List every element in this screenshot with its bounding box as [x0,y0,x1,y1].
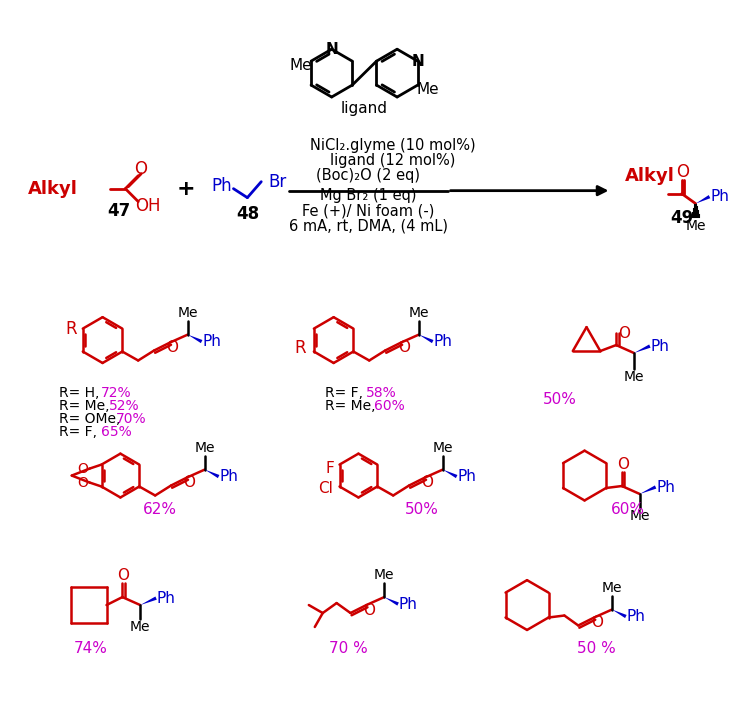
Text: Me: Me [602,580,622,595]
Polygon shape [695,195,710,204]
Polygon shape [443,469,458,478]
Text: Me: Me [685,219,706,232]
Text: Me: Me [374,568,395,582]
Polygon shape [419,334,433,343]
Text: 70 %: 70 % [329,641,368,656]
Text: NiCl₂.glyme (10 mol%): NiCl₂.glyme (10 mol%) [310,139,476,153]
Text: Me: Me [624,370,644,384]
Text: Me: Me [130,620,151,634]
Text: O: O [617,456,629,471]
Text: R= F,: R= F, [325,386,363,400]
Text: O: O [618,326,630,341]
Text: 52%: 52% [108,399,139,413]
Text: Alkyl: Alkyl [625,167,675,185]
Text: 47: 47 [107,201,130,219]
Text: Mg Br₂ (1 eq): Mg Br₂ (1 eq) [320,188,417,203]
Text: Me: Me [433,440,453,455]
Text: Ph: Ph [219,469,238,484]
Text: 60%: 60% [611,502,645,517]
Text: Br: Br [268,173,286,191]
Text: ligand: ligand [341,102,388,116]
Text: Me: Me [630,509,650,523]
Text: Ph: Ph [710,189,729,204]
Text: Me: Me [290,58,313,73]
Text: Ph: Ph [650,339,669,354]
Text: Me: Me [408,305,429,320]
Text: O: O [167,340,179,355]
Polygon shape [640,485,657,494]
Text: Ph: Ph [157,591,176,606]
Text: O: O [591,615,602,630]
Text: N: N [411,53,424,69]
Text: 58%: 58% [366,386,397,400]
Text: Fe (+)/ Ni foam (-): Fe (+)/ Ni foam (-) [302,203,435,218]
Text: 48: 48 [236,204,259,222]
Text: ligand (12 mol%): ligand (12 mol%) [330,153,456,168]
Text: O: O [184,475,195,490]
Text: N: N [325,42,338,57]
Text: O: O [77,461,88,476]
Text: O: O [117,567,130,583]
Text: Me: Me [417,82,439,97]
Text: 60%: 60% [374,399,405,413]
Text: 70%: 70% [116,412,146,426]
Text: R= OMe,: R= OMe, [59,412,120,426]
Text: OH: OH [135,196,161,214]
Text: R= H,: R= H, [59,386,100,400]
Polygon shape [384,597,399,606]
Text: 50%: 50% [405,502,439,517]
Polygon shape [188,334,203,343]
Text: F: F [325,461,334,476]
Text: Ph: Ph [458,469,476,484]
Text: 50%: 50% [543,392,577,407]
Polygon shape [205,469,220,478]
Text: 65%: 65% [100,425,131,439]
Text: 50 %: 50 % [577,641,616,656]
Text: O: O [77,476,88,490]
Polygon shape [634,344,651,353]
Text: R= Me,: R= Me, [325,399,376,413]
Text: 49: 49 [670,209,693,227]
Text: R= F,: R= F, [59,425,97,439]
Text: R: R [65,320,77,338]
Text: Me: Me [178,305,198,320]
Text: O: O [134,160,146,178]
Text: Ph: Ph [202,334,221,349]
Text: Alkyl: Alkyl [28,180,78,198]
Text: Cl: Cl [318,481,333,496]
Text: Ph: Ph [627,609,645,624]
Polygon shape [612,609,627,618]
Text: Ph: Ph [212,177,232,195]
Text: 72%: 72% [100,386,131,400]
Text: Ph: Ph [433,334,452,349]
Text: O: O [676,162,690,180]
Text: O: O [363,603,375,618]
Text: R: R [294,339,306,357]
Text: R= Me,: R= Me, [59,399,109,413]
Text: Me: Me [195,440,215,455]
Text: Ph: Ph [656,479,675,495]
Text: Ph: Ph [399,596,417,612]
Text: O: O [397,340,410,355]
Text: 74%: 74% [74,641,108,656]
Text: +: + [176,178,195,199]
Polygon shape [141,596,157,605]
Text: (Boc)₂O (2 eq): (Boc)₂O (2 eq) [316,168,420,183]
Text: O: O [422,475,433,490]
Text: 62%: 62% [143,502,177,517]
Text: 6 mA, rt, DMA, (4 mL): 6 mA, rt, DMA, (4 mL) [289,218,448,233]
